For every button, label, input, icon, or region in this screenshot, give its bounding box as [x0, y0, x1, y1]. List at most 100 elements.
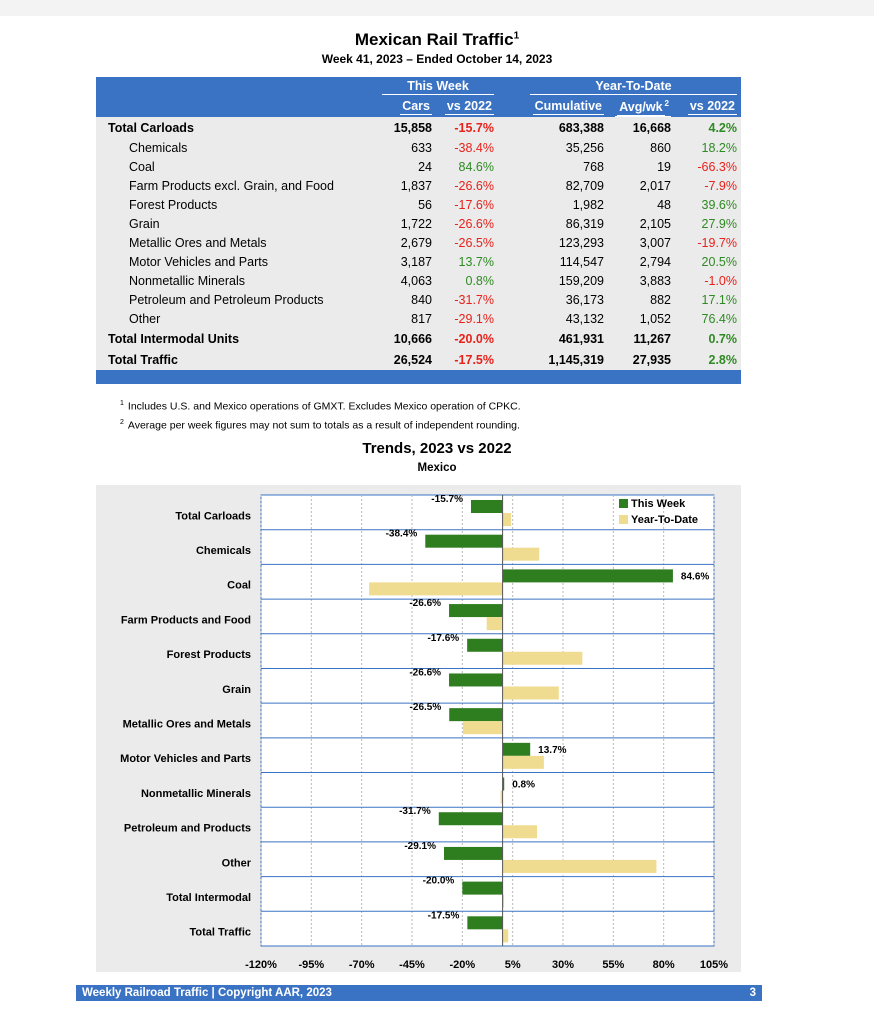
cell-cars: 633: [378, 138, 436, 158]
page-title: Mexican Rail Traffic1: [354, 30, 520, 49]
category-label: Coal: [227, 580, 251, 592]
chart-subtitle: Mexico: [417, 462, 457, 474]
category-label: Total Intermodal: [166, 892, 251, 904]
cell-avg-wk: 860: [608, 138, 675, 158]
table-row: Motor Vehicles and Parts 3,187 13.7% 114,54…: [96, 252, 741, 272]
footnote-1: 1 Includes U.S. and Mexico operations of …: [120, 400, 521, 413]
row-label: Grain: [96, 214, 378, 234]
bar-this-week: [425, 534, 503, 548]
cell-spacer: [498, 176, 526, 196]
cell-avg-wk: 2,794: [608, 252, 675, 272]
table-row: Total Carloads 15,858 -15.7% 683,388 16,668 4…: [96, 117, 741, 139]
table-row: Grain 1,722 -26.6% 86,319 2,105 27.9%: [96, 214, 741, 234]
cell-cars: 56: [378, 195, 436, 215]
data-label: 84.6%: [681, 571, 709, 582]
row-label: Chemicals: [96, 138, 378, 158]
cell-vs-2022: -38.4%: [436, 138, 498, 158]
table-row: Petroleum and Petroleum Products 840 -31.7…: [96, 290, 741, 310]
col-vs-2022: vs 2022: [444, 99, 494, 116]
cell-spacer: [498, 290, 526, 310]
data-label: -26.6%: [409, 598, 441, 609]
cell-cumulative: 768: [526, 157, 608, 177]
category-label: Forest Products: [167, 649, 251, 661]
table-row: Other 817 -29.1% 43,132 1,052 76.4%: [96, 309, 741, 329]
category-label: Grain: [222, 684, 251, 696]
cell-vs-2022: -26.6%: [436, 214, 498, 234]
data-label: -38.4%: [386, 529, 418, 540]
table-row: Chemicals 633 -38.4% 35,256 860 18.2%: [96, 138, 741, 158]
cell-cars: 840: [378, 290, 436, 310]
cell-vs-2022: -15.7%: [436, 117, 498, 139]
bar-this-week: [444, 846, 503, 860]
cell-avg-wk: 3,883: [608, 271, 675, 291]
cell-cumulative: 82,709: [526, 176, 608, 196]
table-row: Forest Products 56 -17.6% 1,982 48 39.6%: [96, 195, 741, 215]
cell-vs-2022: -26.6%: [436, 176, 498, 196]
bar-this-week: [467, 638, 503, 652]
cell-vs-2022-ytd: 27.9%: [675, 214, 741, 234]
cell-vs-2022: 84.6%: [436, 157, 498, 177]
col-cars: Cars: [400, 99, 432, 116]
row-label: Total Intermodal Units: [96, 328, 378, 350]
x-tick-label: -120%: [245, 959, 277, 971]
cell-spacer: [498, 195, 526, 215]
cell-cars: 1,837: [378, 176, 436, 196]
cell-spacer: [498, 328, 526, 350]
x-tick-label: -70%: [349, 959, 375, 971]
bar-this-week: [502, 742, 531, 756]
top-strip: [0, 0, 874, 16]
category-label: Other: [222, 857, 252, 869]
col-vs-2022-ytd: vs 2022: [687, 99, 737, 116]
cell-vs-2022-ytd: 4.2%: [675, 117, 741, 139]
cell-cumulative: 1,145,319: [526, 349, 608, 371]
table-row: Coal 24 84.6% 768 19 -66.3%: [96, 157, 741, 177]
cell-vs-2022-ytd: -19.7%: [675, 233, 741, 253]
bar-this-week: [449, 673, 503, 687]
cell-spacer: [498, 117, 526, 139]
table-row: Total Intermodal Units 10,666 -20.0% 461,93…: [96, 328, 741, 350]
footnotes: 1 Includes U.S. and Mexico operations of …: [120, 396, 521, 433]
cell-cumulative: 114,547: [526, 252, 608, 272]
x-tick-label: -95%: [298, 959, 324, 971]
cell-vs-2022: -29.1%: [436, 309, 498, 329]
table-footer-bar: [96, 370, 741, 385]
cell-avg-wk: 19: [608, 157, 675, 177]
cell-vs-2022: -31.7%: [436, 290, 498, 310]
x-tick-label: 55%: [602, 959, 624, 971]
bar-year-to-date: [502, 513, 512, 526]
data-label: -20.0%: [423, 876, 455, 887]
bar-this-week: [438, 812, 503, 826]
cell-cars: 817: [378, 309, 436, 329]
table-row: Metallic Ores and Metals 2,679 -26.5% 123,2…: [96, 233, 741, 253]
cell-spacer: [498, 349, 526, 371]
data-label: -15.7%: [431, 494, 463, 505]
group-this-week: This Week: [382, 78, 494, 95]
col-avg-wk: Avg/wk 2: [615, 96, 671, 118]
cell-spacer: [498, 309, 526, 329]
cell-vs-2022-ytd: -7.9%: [675, 176, 741, 196]
category-label: Total Carloads: [175, 510, 251, 522]
cell-cumulative: 461,931: [526, 328, 608, 350]
cell-cars: 26,524: [378, 349, 436, 371]
x-tick-label: -20%: [449, 959, 475, 971]
cell-cars: 15,858: [378, 117, 436, 139]
cell-cars: 3,187: [378, 252, 436, 272]
bar-year-to-date: [502, 755, 544, 769]
bar-year-to-date: [502, 547, 540, 561]
cell-vs-2022: -20.0%: [436, 328, 498, 350]
page-number: 3: [749, 987, 756, 999]
bar-this-week: [449, 708, 503, 722]
cell-cumulative: 36,173: [526, 290, 608, 310]
data-label: 13.7%: [538, 745, 566, 756]
cell-spacer: [498, 271, 526, 291]
cell-spacer: [498, 233, 526, 253]
row-label: Total Carloads: [96, 117, 378, 139]
x-tick-label: 105%: [700, 959, 728, 971]
cell-spacer: [498, 252, 526, 272]
category-label: Farm Products and Food: [121, 614, 251, 626]
cell-cars: 10,666: [378, 328, 436, 350]
cell-cumulative: 35,256: [526, 138, 608, 158]
bar-this-week: [502, 777, 505, 791]
row-label: Metallic Ores and Metals: [96, 233, 378, 253]
col-cumulative: Cumulative: [532, 99, 604, 116]
